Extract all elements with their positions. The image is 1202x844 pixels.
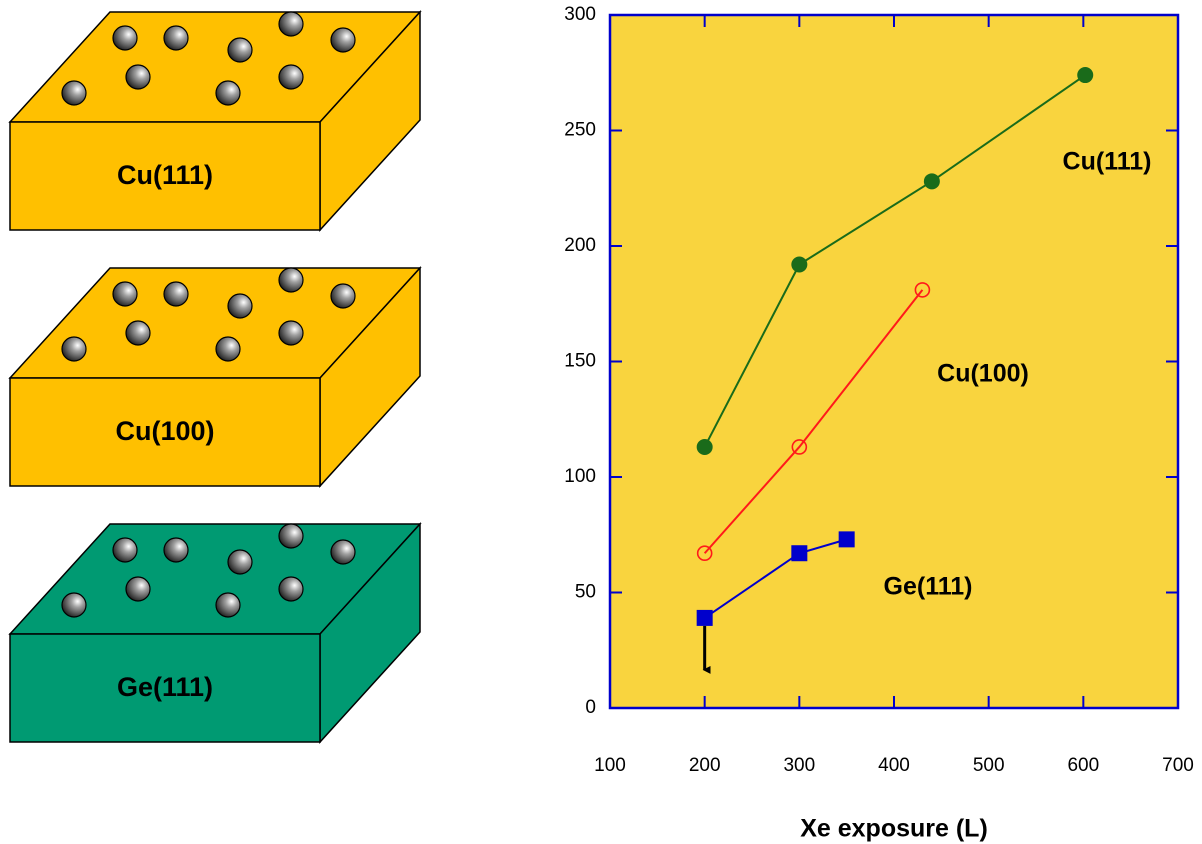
x-tick-label: 400 <box>878 755 910 776</box>
adsorbed-atom <box>113 26 137 50</box>
y-tick-label: 100 <box>564 466 596 487</box>
adsorbed-atom <box>126 321 150 345</box>
series-label: Cu(111) <box>1063 148 1152 176</box>
adsorbed-atom <box>228 294 252 318</box>
data-point <box>839 531 855 547</box>
adsorbed-atom <box>113 538 137 562</box>
adsorbed-atom <box>216 337 240 361</box>
adsorbed-atom <box>164 538 188 562</box>
adsorbed-atom <box>279 65 303 89</box>
adsorbed-atom <box>279 268 303 292</box>
x-tick-label: 600 <box>1067 755 1099 776</box>
series-label: Cu(100) <box>937 360 1029 388</box>
box-label: Cu(100) <box>115 416 214 446</box>
x-tick-label: 100 <box>594 755 626 776</box>
surface-diagrams: Cu(111) Cu(100) Ge(111) <box>10 12 420 742</box>
data-point <box>697 439 713 455</box>
x-tick-label: 300 <box>783 755 815 776</box>
adsorbed-atom <box>228 38 252 62</box>
x-tick-label: 700 <box>1162 755 1194 776</box>
figure: Cu(111) Cu(100) Ge(111) 0 50 100 150 200 250 300… <box>0 0 1202 844</box>
y-tick-label: 250 <box>564 120 596 141</box>
adsorbed-atom <box>331 284 355 308</box>
adsorbed-atom <box>113 282 137 306</box>
chart: 0 50 100 150 200 250 300 100 200 300 400 500 600 700 X… <box>564 4 1194 843</box>
surface-box: Cu(111) <box>10 12 420 230</box>
x-tick-label: 200 <box>689 755 721 776</box>
adsorbed-atom <box>216 81 240 105</box>
series-label: Ge(111) <box>884 573 973 601</box>
adsorbed-atom <box>216 593 240 617</box>
x-axis-label: Xe exposure (L) <box>800 815 988 843</box>
adsorbed-atom <box>279 321 303 345</box>
adsorbed-atom <box>279 12 303 36</box>
adsorbed-atom <box>331 540 355 564</box>
y-tick-label: 150 <box>564 351 596 372</box>
data-point <box>924 173 940 189</box>
adsorbed-atom <box>331 28 355 52</box>
y-tick-label: 200 <box>564 235 596 256</box>
surface-box: Cu(100) <box>10 268 420 486</box>
data-point <box>791 256 807 272</box>
y-tick-label: 300 <box>564 4 596 25</box>
box-label: Cu(111) <box>117 160 213 190</box>
adsorbed-atom <box>62 81 86 105</box>
adsorbed-atom <box>228 550 252 574</box>
plot-area <box>610 15 1178 708</box>
adsorbed-atom <box>62 337 86 361</box>
adsorbed-atom <box>164 26 188 50</box>
data-point <box>697 610 713 626</box>
y-tick-label: 0 <box>585 697 596 718</box>
x-tick-label: 500 <box>973 755 1005 776</box>
data-point <box>791 545 807 561</box>
surface-box: Ge(111) <box>10 524 420 742</box>
adsorbed-atom <box>62 593 86 617</box>
box-label: Ge(111) <box>117 672 213 702</box>
y-tick-label: 50 <box>575 582 596 603</box>
adsorbed-atom <box>126 577 150 601</box>
adsorbed-atom <box>279 524 303 548</box>
adsorbed-atom <box>279 577 303 601</box>
adsorbed-atom <box>164 282 188 306</box>
data-point <box>1077 67 1093 83</box>
adsorbed-atom <box>126 65 150 89</box>
